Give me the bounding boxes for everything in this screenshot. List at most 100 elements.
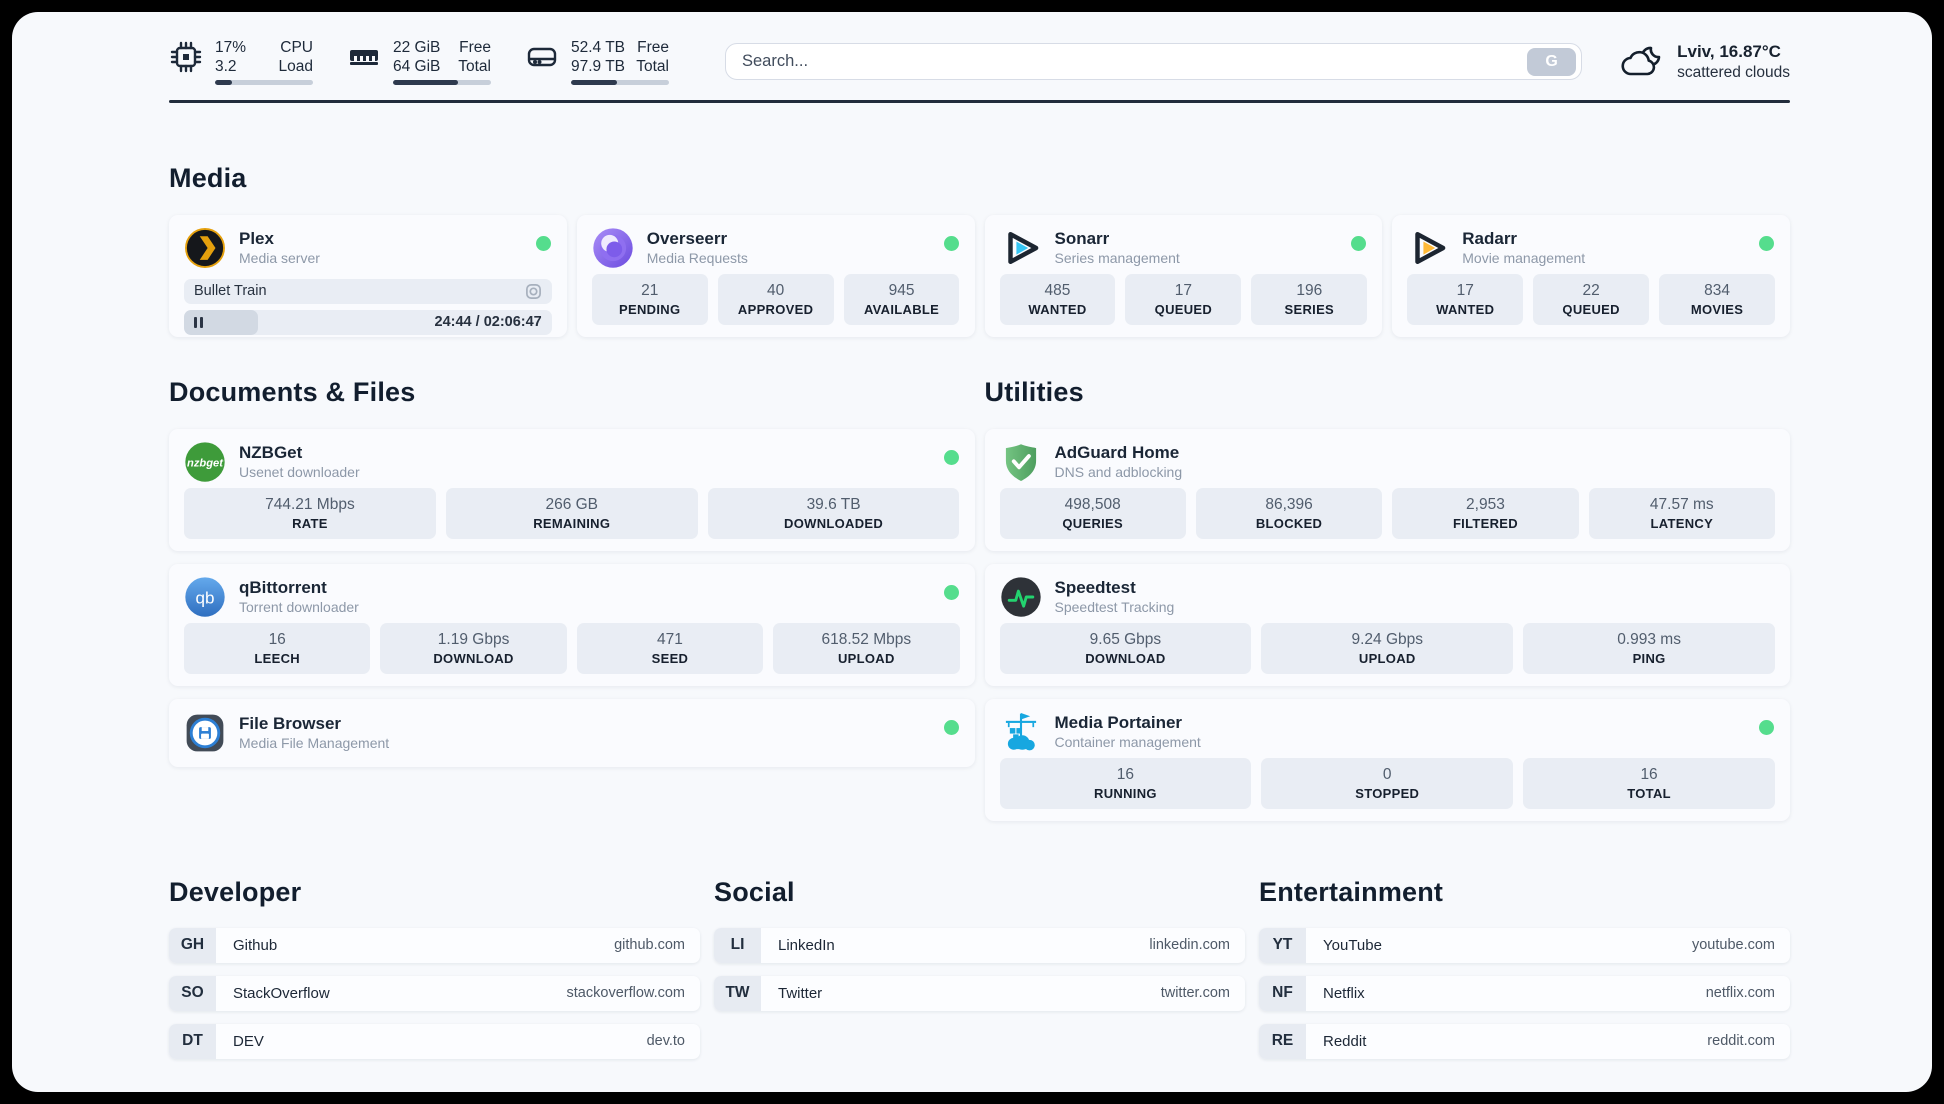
app-subtitle: Torrent downloader bbox=[239, 599, 359, 615]
stat-value: 2,953 bbox=[1466, 495, 1505, 513]
stat-value: 266 GB bbox=[545, 495, 599, 513]
link-row-github[interactable]: GH Github github.com bbox=[169, 927, 700, 963]
session-details-icon[interactable] bbox=[525, 283, 542, 300]
search-input[interactable] bbox=[742, 52, 1528, 71]
app-subtitle: Usenet downloader bbox=[239, 464, 360, 480]
search-engine-button[interactable]: G bbox=[1527, 47, 1577, 76]
app-name: NZBGet bbox=[239, 443, 303, 462]
disk-usage-widget: 52.4 TB 97.9 TB Free Total bbox=[525, 38, 669, 85]
stat-value: 22 bbox=[1582, 281, 1600, 299]
cpu-usage-widget: 17% 3.2 CPU Load bbox=[169, 38, 313, 85]
stat-tile: 266 GB REMAINING bbox=[445, 487, 698, 539]
memory-free-value: 22 GiB bbox=[393, 39, 441, 56]
status-online-dot bbox=[943, 719, 959, 735]
stat-value: 196 bbox=[1296, 281, 1323, 299]
section-title-documents: Documents & Files bbox=[169, 376, 416, 407]
app-card-portainer[interactable]: Media Portainer Container management 16 … bbox=[984, 698, 1790, 821]
stat-label: WANTED bbox=[1436, 301, 1495, 317]
playback-time: 24:44 / 02:06:47 bbox=[434, 314, 542, 330]
stat-label: SERIES bbox=[1284, 301, 1335, 317]
cpu-load-value: 3.2 bbox=[215, 58, 237, 75]
app-card-sonarr[interactable]: Sonarr Series management 485 WANTED 17 Q… bbox=[984, 214, 1383, 337]
app-card-radarr[interactable]: Radarr Movie management 17 WANTED 22 QUE… bbox=[1392, 214, 1790, 337]
stat-value: 17 bbox=[1456, 281, 1474, 299]
plex-icon bbox=[184, 227, 226, 269]
stat-tile: 16 TOTAL bbox=[1523, 757, 1775, 809]
stat-tile: 2,953 FILTERED bbox=[1392, 487, 1579, 539]
ram-icon bbox=[350, 50, 378, 65]
link-row-linkedin[interactable]: LI LinkedIn linkedin.com bbox=[714, 927, 1245, 963]
stat-value: 618.52 Mbps bbox=[821, 630, 912, 648]
app-subtitle: DNS and adblocking bbox=[1054, 464, 1183, 480]
app-card-filebrowser[interactable]: File Browser Media File Management bbox=[169, 698, 975, 767]
stat-label: UPLOAD bbox=[1358, 650, 1416, 666]
link-name: Github bbox=[233, 936, 278, 954]
link-tag: DT bbox=[169, 1023, 216, 1059]
status-online-dot bbox=[943, 235, 959, 251]
link-row-stackoverflow[interactable]: SO StackOverflow stackoverflow.com bbox=[169, 975, 700, 1011]
app-card-overseerr[interactable]: Overseerr Media Requests 21 PENDING 40 A… bbox=[576, 214, 975, 337]
disk-total-label: Total bbox=[636, 58, 669, 75]
section-title-utilities: Utilities bbox=[984, 376, 1084, 407]
link-row-netflix[interactable]: NF Netflix netflix.com bbox=[1259, 975, 1790, 1011]
now-playing-title: Bullet Train bbox=[194, 283, 267, 299]
status-online-dot bbox=[1351, 235, 1367, 251]
stat-value: 39.6 TB bbox=[806, 495, 861, 513]
app-name: Radarr bbox=[1462, 229, 1518, 248]
memory-total-label: Total bbox=[458, 58, 491, 75]
link-name: DEV bbox=[233, 1032, 264, 1050]
stat-label: QUEUED bbox=[1154, 301, 1213, 317]
stat-tile: 0 STOPPED bbox=[1261, 757, 1514, 809]
stat-label: UPLOAD bbox=[837, 650, 895, 666]
stat-label: MOVIES bbox=[1690, 301, 1744, 317]
app-card-speedtest[interactable]: Speedtest Speedtest Tracking 9.65 Gbps D… bbox=[984, 563, 1790, 686]
stat-value: 40 bbox=[766, 281, 785, 299]
link-tag: GH bbox=[169, 927, 216, 963]
link-name: Reddit bbox=[1323, 1032, 1367, 1050]
stat-label: RUNNING bbox=[1094, 785, 1157, 801]
link-name: YouTube bbox=[1323, 936, 1382, 954]
memory-progress-bar bbox=[393, 80, 491, 85]
link-row-reddit[interactable]: RE Reddit reddit.com bbox=[1259, 1023, 1790, 1059]
link-name: Twitter bbox=[778, 984, 823, 1002]
cpu-progress-bar bbox=[215, 80, 313, 85]
link-url: twitter.com bbox=[1160, 985, 1230, 1001]
stat-tile: 945 AVAILABLE bbox=[843, 273, 960, 325]
section-title-media: Media bbox=[169, 162, 247, 193]
weather-location-temp: Lviv, 16.87°C bbox=[1677, 41, 1781, 61]
stat-label: DOWNLOAD bbox=[433, 650, 514, 666]
qbittorrent-icon: qb bbox=[184, 576, 226, 618]
app-card-nzbget[interactable]: nzbget NZBGet Usenet downloader 744.21 M… bbox=[169, 428, 975, 551]
stat-value: 471 bbox=[657, 630, 683, 648]
link-row-youtube[interactable]: YT YouTube youtube.com bbox=[1259, 927, 1790, 963]
stat-label: PENDING bbox=[619, 301, 681, 317]
stat-value: 9.65 Gbps bbox=[1089, 630, 1162, 648]
app-card-qbittorrent[interactable]: qb qBittorrent Torrent downloader 16 LEE… bbox=[169, 563, 975, 686]
status-online-dot bbox=[1759, 719, 1774, 735]
stat-label: PING bbox=[1632, 650, 1666, 666]
stat-value: 21 bbox=[641, 281, 659, 299]
app-card-adguard[interactable]: AdGuard Home DNS and adblocking 498,508 … bbox=[984, 428, 1790, 551]
stat-value: 0.993 ms bbox=[1617, 630, 1681, 648]
stat-value: 945 bbox=[888, 281, 915, 299]
stat-value: 17 bbox=[1174, 281, 1192, 299]
link-row-twitter[interactable]: TW Twitter twitter.com bbox=[714, 975, 1245, 1011]
app-subtitle: Container management bbox=[1054, 734, 1201, 750]
stat-label: FILTERED bbox=[1452, 515, 1518, 531]
pause-icon[interactable] bbox=[194, 316, 203, 328]
section-title-developer: Developer bbox=[169, 876, 302, 907]
link-url: linkedin.com bbox=[1149, 937, 1230, 953]
stat-label: BLOCKED bbox=[1255, 515, 1323, 531]
stat-value: 47.57 ms bbox=[1649, 495, 1714, 513]
app-card-plex[interactable]: Plex Media server Bullet Train bbox=[169, 214, 567, 337]
stat-label: STOPPED bbox=[1355, 785, 1420, 801]
playback-progress-row: 24:44 / 02:06:47 bbox=[184, 309, 552, 335]
stat-value: 1.19 Gbps bbox=[437, 630, 510, 648]
memory-usage-widget: 22 GiB 64 GiB Free Total bbox=[347, 38, 491, 85]
link-name: LinkedIn bbox=[778, 936, 835, 954]
stat-value: 9.24 Gbps bbox=[1351, 630, 1423, 648]
filebrowser-icon bbox=[184, 712, 226, 754]
disk-total-value: 97.9 TB bbox=[571, 58, 626, 75]
stat-value: 16 bbox=[1640, 765, 1658, 783]
link-row-dev[interactable]: DT DEV dev.to bbox=[169, 1023, 700, 1059]
